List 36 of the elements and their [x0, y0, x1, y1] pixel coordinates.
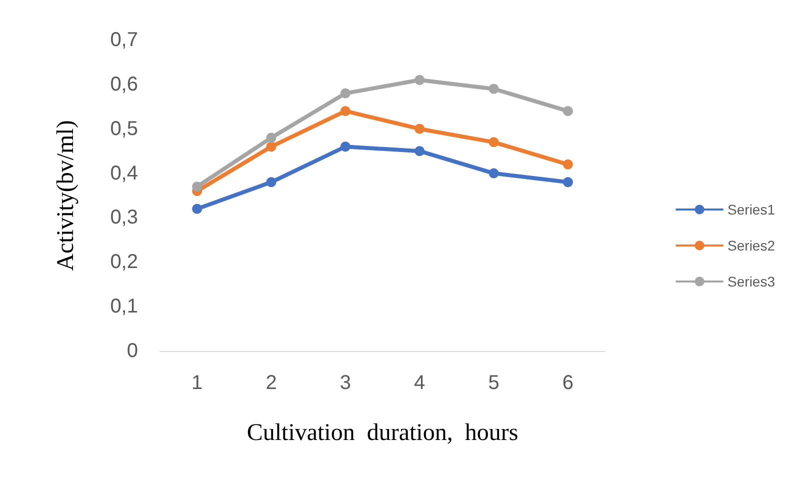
y-axis-title: Activity(bv/ml)	[53, 120, 79, 271]
x-tick-label: 2	[266, 372, 277, 394]
point	[562, 177, 573, 188]
point	[488, 168, 499, 178]
point	[488, 84, 499, 94]
point	[266, 142, 276, 152]
x-tick-label: 4	[414, 372, 426, 394]
point	[562, 106, 573, 116]
point	[192, 182, 202, 192]
x-axis-title: Cultivation duration, hours	[246, 420, 518, 446]
y-tick-label: 0,2	[110, 251, 138, 274]
point	[488, 137, 499, 148]
legend-label: Series1	[728, 202, 776, 218]
point	[192, 204, 202, 214]
x-tick-label: 5	[488, 372, 500, 394]
y-tick-label: 0,3	[110, 206, 138, 229]
y-tick-label: 0	[126, 340, 138, 362]
legend-label: Series2	[728, 238, 776, 254]
y-tick-label: 0,5	[110, 118, 138, 140]
point	[562, 159, 573, 170]
y-tick-label: 0,1	[110, 296, 138, 318]
x-tick-label: 6	[562, 372, 574, 394]
point	[414, 146, 425, 156]
point	[340, 106, 350, 116]
point	[414, 74, 425, 85]
legend-label: Series3	[728, 274, 776, 290]
y-tick-label: 0,6	[110, 73, 138, 96]
point	[266, 177, 276, 188]
point	[414, 124, 425, 134]
point	[340, 142, 350, 152]
x-tick-label: 3	[340, 372, 351, 394]
y-tick-label: 0,7	[110, 29, 138, 51]
point	[266, 132, 276, 143]
point	[340, 88, 350, 98]
x-tick-label: 1	[192, 372, 203, 394]
y-tick-label: 0,4	[110, 162, 138, 184]
